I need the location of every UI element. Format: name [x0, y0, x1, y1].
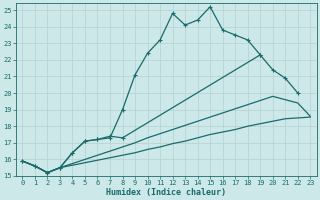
X-axis label: Humidex (Indice chaleur): Humidex (Indice chaleur) — [106, 188, 226, 197]
